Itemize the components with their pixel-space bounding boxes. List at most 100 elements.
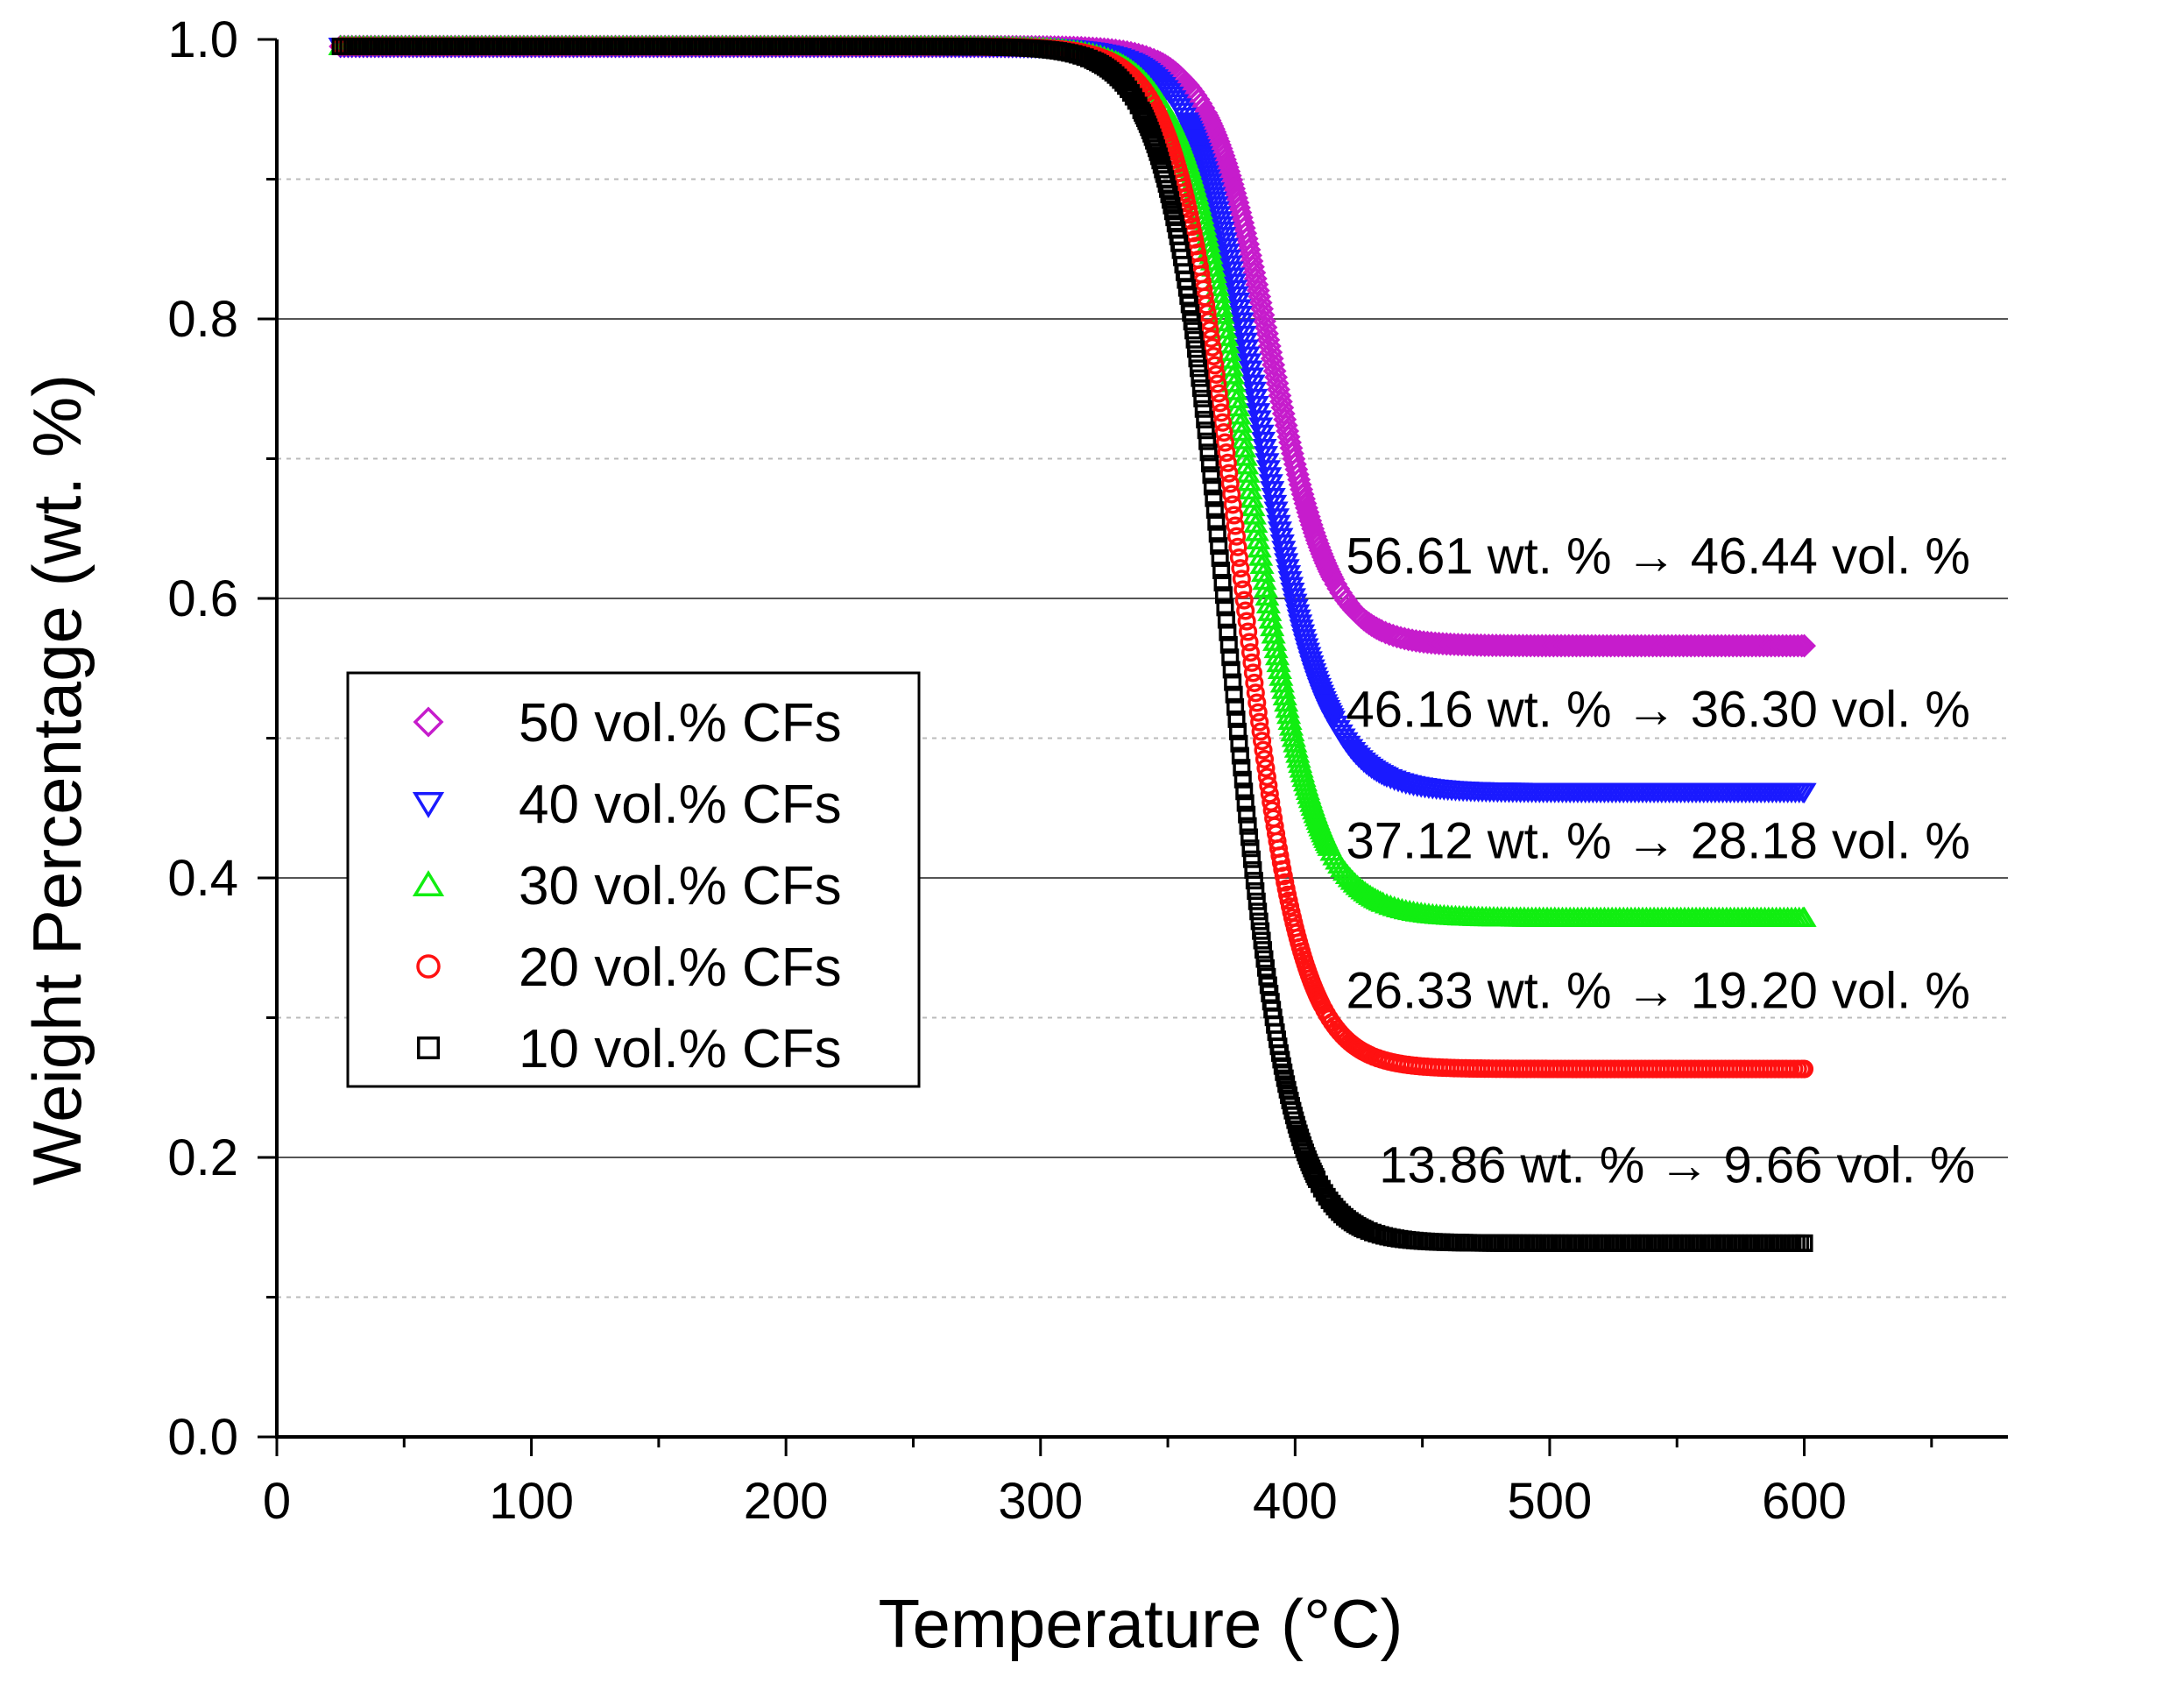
data-point	[1258, 608, 1283, 629]
data-point	[1239, 487, 1265, 508]
data-point	[1794, 1059, 1814, 1079]
data-point	[1790, 633, 1814, 658]
data-point	[1199, 443, 1218, 462]
data-point	[1219, 356, 1244, 377]
data-point	[1265, 371, 1290, 396]
data-point	[1250, 912, 1269, 930]
data-point	[1257, 600, 1283, 621]
data-point	[1225, 685, 1243, 704]
residue-annotation: 13.86 wt. % → 9.66 vol. %	[1379, 1137, 1975, 1194]
data-point	[1215, 333, 1240, 354]
data-point	[1251, 722, 1270, 741]
data-point	[1795, 1234, 1813, 1252]
data-point	[1257, 334, 1282, 358]
data-point	[1214, 152, 1239, 175]
data-point	[1231, 559, 1250, 578]
legend-marker	[412, 870, 445, 896]
data-point	[1194, 400, 1212, 418]
data-point	[1205, 489, 1223, 507]
data-point	[1227, 710, 1246, 728]
data-point	[1374, 620, 1397, 645]
data-point	[1278, 577, 1304, 598]
data-point	[1236, 601, 1255, 620]
data-point	[1201, 329, 1221, 348]
data-point	[1245, 872, 1263, 890]
data-point	[1211, 549, 1229, 568]
x-axis-title: Temperature (°C)	[878, 1585, 1403, 1662]
data-point	[1253, 931, 1271, 950]
data-point	[1782, 633, 1806, 658]
data-point	[1259, 775, 1278, 796]
data-point	[1222, 485, 1241, 504]
data-point	[1233, 770, 1252, 789]
residue-annotation: 26.33 wt. % → 19.20 vol. %	[1346, 962, 1969, 1019]
data-point	[1218, 255, 1243, 276]
data-point	[1215, 433, 1234, 452]
data-point	[1294, 496, 1318, 520]
data-point	[1207, 513, 1226, 531]
data-point	[1285, 604, 1311, 626]
data-point	[1193, 389, 1212, 407]
data-point	[1211, 393, 1230, 413]
data-point	[1250, 712, 1269, 732]
data-point	[1222, 379, 1248, 400]
data-point	[1241, 839, 1260, 858]
data-point	[1218, 163, 1242, 187]
data-point	[1250, 561, 1276, 583]
data-point	[1197, 421, 1215, 440]
data-point	[1244, 861, 1262, 880]
data-point	[1240, 633, 1259, 652]
data-point	[1251, 303, 1276, 327]
data-point	[1201, 455, 1219, 473]
data-point	[1243, 663, 1262, 683]
data-point	[1269, 534, 1295, 555]
data-point	[1246, 528, 1271, 550]
data-point	[1224, 673, 1242, 691]
data-point	[1191, 369, 1209, 387]
data-point	[1268, 384, 1292, 407]
y-tick-label: 0.2	[167, 1129, 238, 1186]
data-point	[1191, 379, 1210, 398]
x-tick-label: 500	[1508, 1473, 1593, 1530]
data-point	[1240, 255, 1265, 279]
data-point	[1220, 364, 1246, 385]
axes-layer: 0 100 200 300 400 500 600 0.0 0.2 0.4 0.6 0.8 1.0	[167, 11, 2008, 1530]
data-point	[1792, 906, 1817, 927]
legend-marker	[412, 792, 445, 818]
data-point	[1222, 279, 1248, 301]
data-point	[1237, 612, 1256, 631]
data-point	[1296, 500, 1320, 525]
data-point	[1233, 759, 1251, 777]
data-point	[1377, 622, 1402, 647]
data-point	[1235, 462, 1261, 483]
data-point	[1226, 527, 1247, 546]
y-tick-label: 0.6	[167, 570, 238, 627]
data-point	[1233, 580, 1253, 599]
data-point	[1208, 216, 1234, 237]
data-point	[1213, 237, 1240, 259]
data-point	[1203, 478, 1221, 496]
data-point	[1233, 445, 1258, 466]
legend-box	[346, 671, 921, 1088]
data-point	[1239, 622, 1258, 641]
data-point	[1229, 548, 1248, 568]
data-point	[1215, 244, 1240, 265]
data-point	[1212, 562, 1231, 580]
data-point	[1196, 410, 1214, 428]
data-point	[1221, 648, 1240, 667]
data-point	[1227, 412, 1253, 433]
y-axis-title: Weight Percentage (wt. %)	[18, 374, 95, 1185]
data-point	[1184, 322, 1203, 340]
data-point	[1226, 697, 1245, 716]
data-point	[1212, 413, 1233, 432]
data-point	[1280, 582, 1305, 604]
data-point	[1212, 232, 1238, 253]
data-point	[1253, 309, 1276, 334]
data-point	[1212, 403, 1231, 422]
data-point	[1247, 882, 1265, 901]
data-point	[1213, 325, 1240, 346]
data-point	[1247, 892, 1266, 910]
data-point	[1255, 584, 1280, 606]
data-point	[1245, 272, 1269, 297]
data-point	[1211, 310, 1237, 332]
